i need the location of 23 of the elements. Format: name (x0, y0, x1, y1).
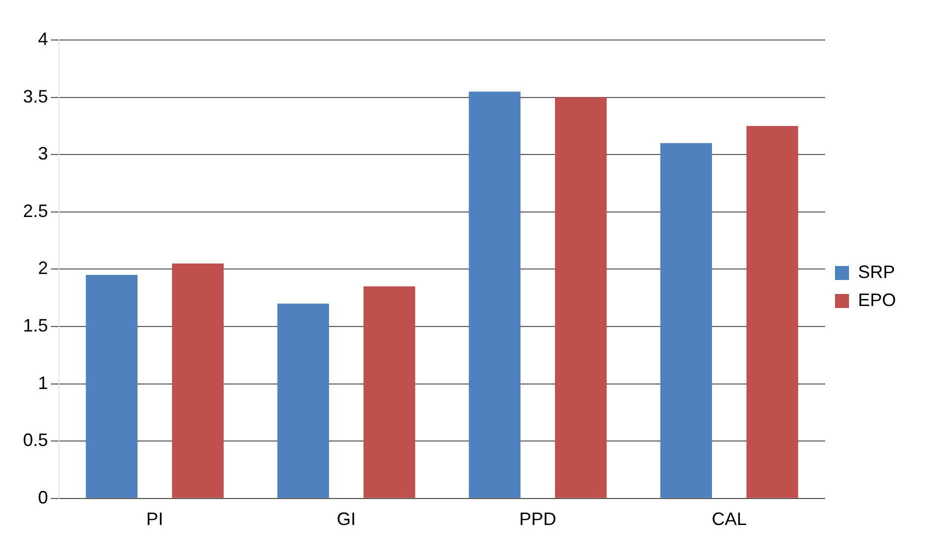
y-tick-label: 1 (38, 372, 48, 393)
legend-label: EPO (858, 290, 896, 310)
y-tick-label: 2.5 (22, 200, 48, 221)
x-tick-label: CAL (712, 509, 747, 530)
x-tick-label: PI (146, 509, 164, 530)
y-tick-label: 0.5 (22, 430, 48, 450)
bar (468, 92, 521, 498)
bar (86, 274, 138, 498)
bar (746, 126, 798, 498)
bar (172, 263, 224, 498)
x-tick-label: PPD (519, 509, 556, 530)
y-tick-label: 1.5 (22, 315, 48, 336)
y-tick-label: 4 (38, 28, 48, 49)
y-tick-label: 3 (38, 144, 48, 164)
bar (660, 143, 712, 498)
y-tick-label: 0 (38, 487, 48, 508)
y-tick-label: 3.5 (22, 86, 48, 106)
bar (277, 304, 330, 498)
legend-label: SRP (858, 262, 896, 282)
y-tick-label: 2 (38, 258, 48, 278)
bar (363, 286, 416, 498)
x-tick-label: GI (336, 509, 356, 530)
bar (554, 97, 607, 498)
